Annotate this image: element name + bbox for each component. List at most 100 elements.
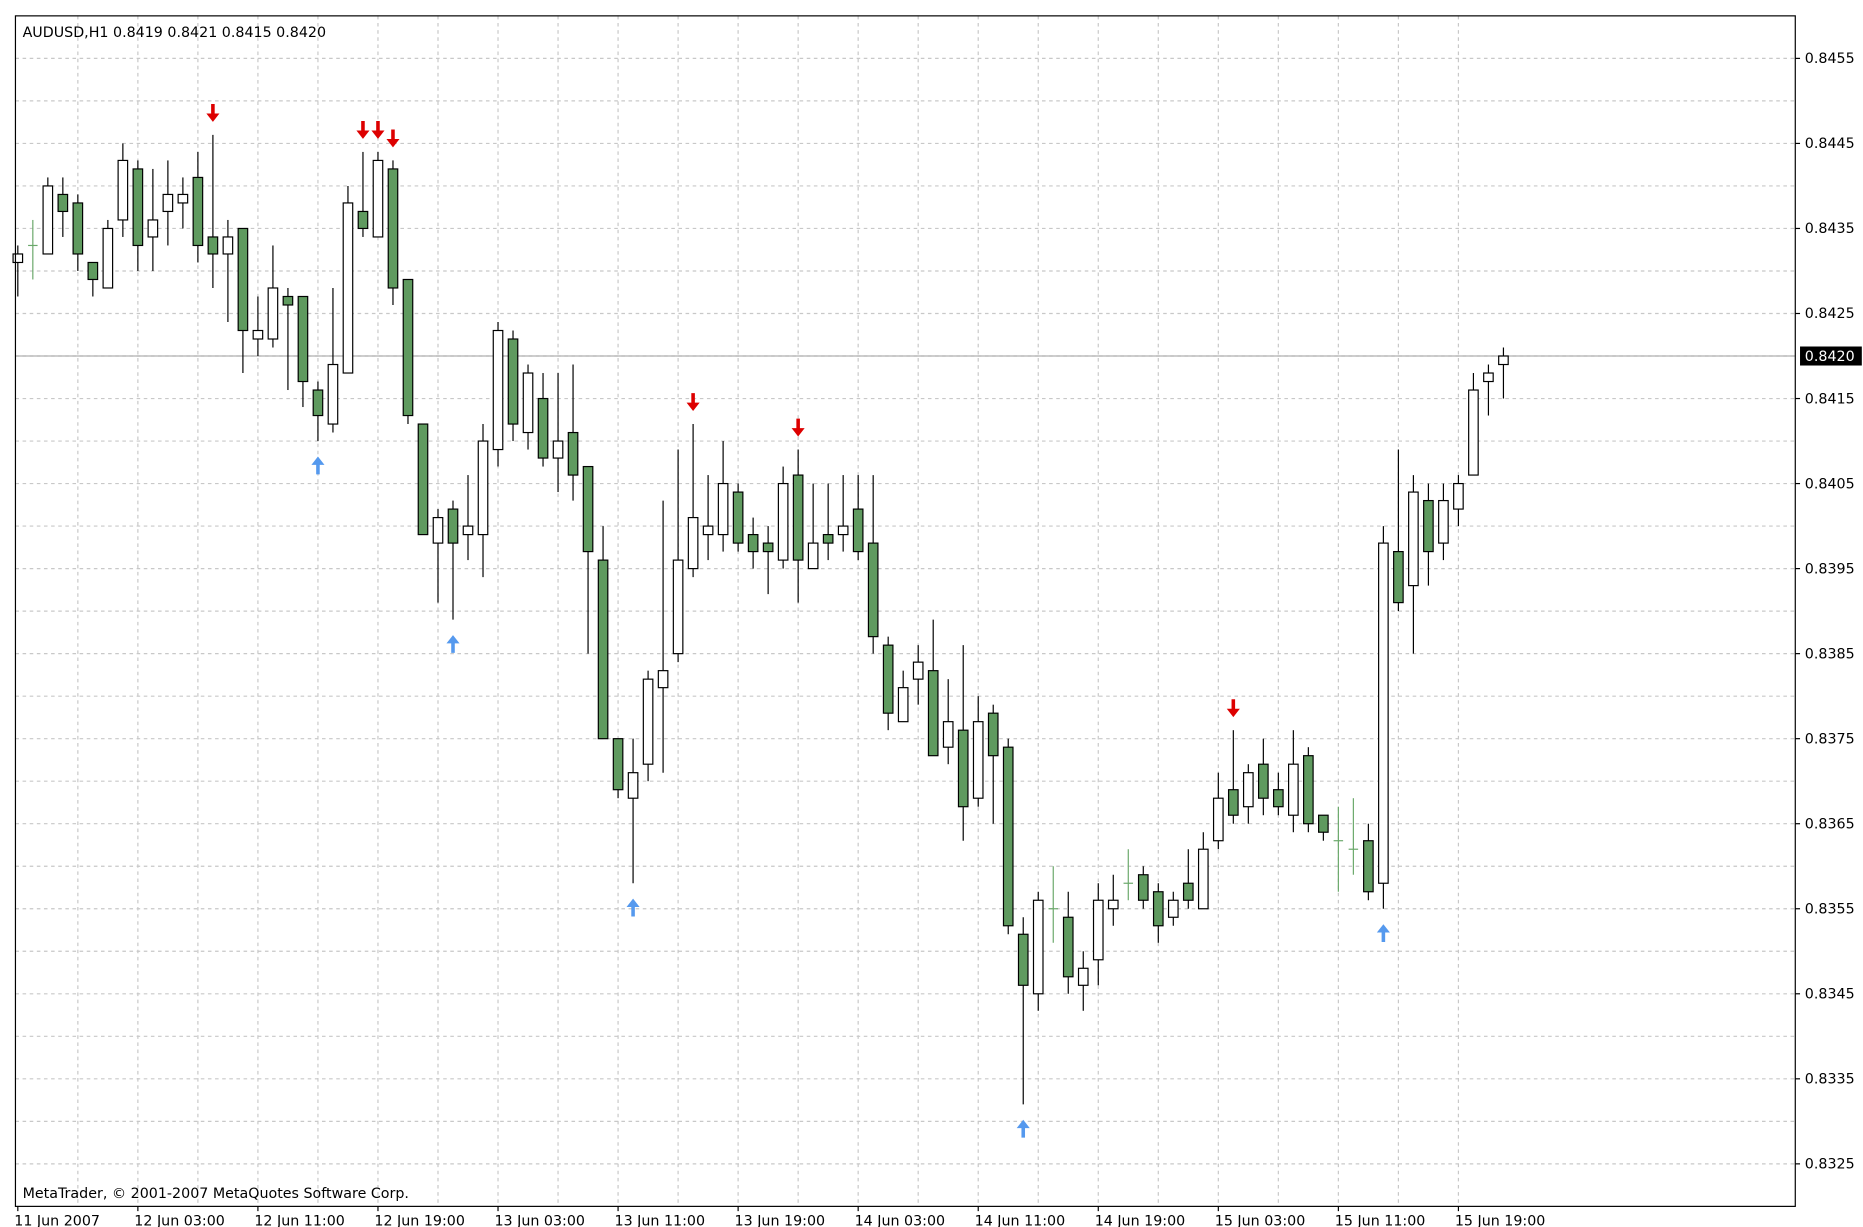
y-tick-label: 0.8365 bbox=[1805, 816, 1855, 832]
x-tick-label: 11 Jun 2007 bbox=[14, 1213, 100, 1227]
candle-body bbox=[342, 202, 354, 374]
candle-body bbox=[1017, 933, 1029, 986]
candle-body bbox=[162, 193, 174, 213]
signal-arrow-up bbox=[626, 898, 640, 917]
current-price-label: 0.8420 bbox=[1805, 349, 1855, 365]
y-tick-label: 0.8415 bbox=[1805, 391, 1855, 407]
candle-body bbox=[417, 423, 429, 536]
candle-body bbox=[147, 219, 159, 238]
y-tick-label: 0.8435 bbox=[1805, 221, 1855, 237]
candle-body bbox=[1152, 891, 1164, 927]
candle-body bbox=[12, 253, 24, 264]
candle-body bbox=[687, 516, 699, 570]
y-tick-label: 0.8385 bbox=[1805, 646, 1855, 662]
x-tick-label: 13 Jun 11:00 bbox=[615, 1213, 706, 1227]
candle-body bbox=[552, 440, 564, 459]
candles bbox=[12, 104, 1509, 1138]
y-tick-label: 0.8375 bbox=[1805, 731, 1855, 747]
signal-arrow-down bbox=[686, 393, 700, 411]
candle-body bbox=[237, 227, 249, 332]
x-tick-label: 14 Jun 19:00 bbox=[1095, 1213, 1186, 1227]
candle-body bbox=[1227, 789, 1239, 816]
candle-body bbox=[522, 372, 534, 434]
x-tick-label: 12 Jun 03:00 bbox=[134, 1213, 225, 1227]
candle-body bbox=[597, 559, 609, 740]
candle-body bbox=[222, 236, 234, 255]
candle-body bbox=[717, 482, 729, 536]
candle-body bbox=[732, 491, 744, 544]
y-tick-label: 0.8355 bbox=[1805, 902, 1855, 918]
candle-body bbox=[537, 397, 549, 459]
candle-body bbox=[357, 210, 369, 230]
candle-body bbox=[1453, 482, 1464, 510]
candle-body bbox=[582, 465, 594, 553]
candle-body bbox=[642, 678, 654, 765]
candle-body bbox=[447, 508, 459, 544]
candle-body bbox=[387, 168, 399, 289]
candle-body bbox=[657, 670, 669, 689]
candle-body bbox=[1032, 899, 1044, 995]
signal-arrow-up bbox=[1016, 1119, 1030, 1138]
candle-body bbox=[1498, 355, 1509, 366]
candle-body bbox=[1242, 772, 1254, 808]
candle-body bbox=[1107, 899, 1119, 910]
candle-body bbox=[1468, 389, 1479, 476]
grid bbox=[15, 15, 1796, 1207]
x-tick-label: 15 Jun 19:00 bbox=[1455, 1213, 1546, 1227]
candle-body bbox=[1378, 542, 1389, 884]
candle-body bbox=[702, 525, 714, 536]
candle-body bbox=[567, 431, 579, 476]
signal-arrow-up bbox=[311, 456, 325, 475]
candle-body bbox=[672, 559, 684, 655]
candle-body bbox=[627, 772, 639, 799]
candle-body bbox=[897, 687, 909, 723]
candle-body bbox=[1197, 848, 1209, 910]
candle-body bbox=[942, 721, 954, 748]
signal-arrow-up bbox=[1376, 924, 1390, 943]
candle-body bbox=[1092, 899, 1104, 961]
candle-body bbox=[1257, 763, 1269, 799]
candle-body bbox=[1393, 551, 1404, 604]
plot-frame bbox=[14, 15, 1796, 1207]
y-tick-label: 0.8405 bbox=[1805, 476, 1855, 492]
candle-body bbox=[1303, 755, 1314, 825]
candle-body bbox=[462, 525, 474, 536]
candle-body bbox=[1137, 874, 1149, 901]
candle-body bbox=[42, 185, 54, 255]
candle-body bbox=[1077, 967, 1089, 986]
candle-body bbox=[867, 542, 879, 638]
candle-body bbox=[252, 329, 264, 340]
y-tick-label: 0.8425 bbox=[1805, 306, 1855, 322]
candle-body bbox=[792, 474, 804, 561]
x-tick-label: 14 Jun 03:00 bbox=[855, 1213, 946, 1227]
chart-title: AUDUSD,H1 0.8419 0.8421 0.8415 0.8420 bbox=[23, 25, 326, 41]
candle-body bbox=[1167, 899, 1179, 918]
candle-body bbox=[117, 159, 129, 221]
candle-body bbox=[912, 661, 924, 680]
candle-body bbox=[327, 363, 339, 425]
y-tick-label: 0.8455 bbox=[1805, 51, 1855, 67]
candle-body bbox=[72, 202, 84, 255]
candle-body bbox=[1182, 882, 1194, 901]
candle-body bbox=[1408, 491, 1419, 587]
candle-body bbox=[102, 227, 114, 289]
signal-arrow-up bbox=[446, 635, 460, 653]
candle-body bbox=[972, 721, 984, 799]
x-tick-label: 15 Jun 11:00 bbox=[1335, 1213, 1426, 1227]
signal-arrow-down bbox=[791, 418, 805, 437]
candle-body bbox=[1272, 789, 1284, 808]
candle-body bbox=[507, 338, 519, 425]
signal-arrow-down bbox=[371, 121, 385, 139]
candle-body bbox=[762, 542, 774, 553]
x-tick-label: 12 Jun 11:00 bbox=[254, 1213, 345, 1227]
candle-body bbox=[807, 542, 819, 570]
candle-body bbox=[1363, 840, 1374, 893]
x-tick-label: 14 Jun 11:00 bbox=[975, 1213, 1066, 1227]
candle-body bbox=[927, 670, 939, 757]
signal-arrow-down bbox=[356, 121, 370, 139]
candle-body bbox=[192, 176, 204, 247]
x-tick-label: 13 Jun 03:00 bbox=[494, 1213, 585, 1227]
candle-body bbox=[882, 644, 894, 714]
y-tick-label: 0.8395 bbox=[1805, 561, 1855, 577]
